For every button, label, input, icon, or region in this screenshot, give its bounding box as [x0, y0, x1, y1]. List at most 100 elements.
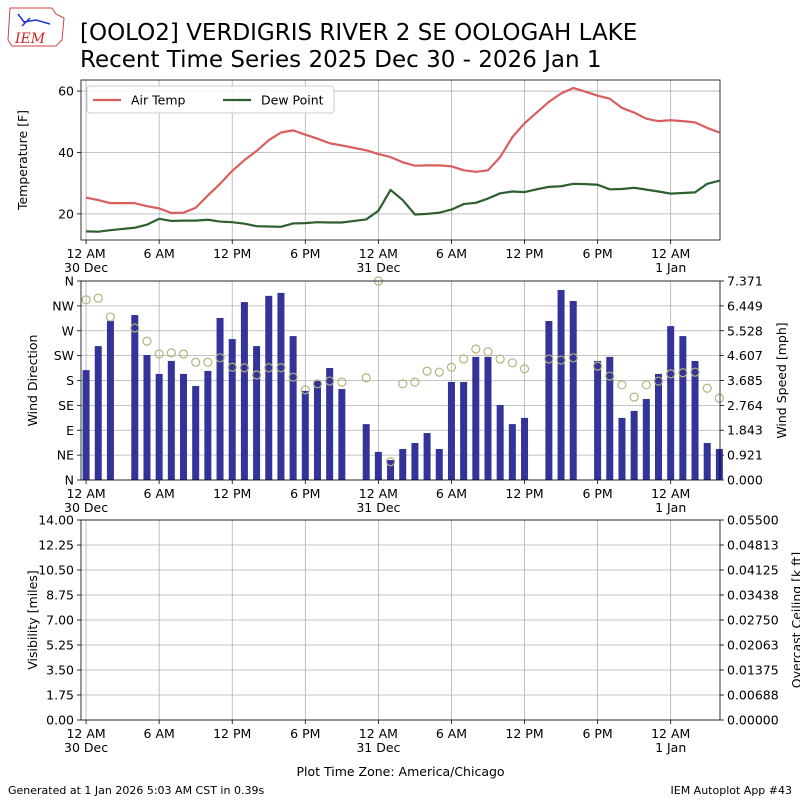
logo: IEM [7, 7, 65, 47]
bar [82, 370, 90, 480]
x-tick-label: 12 PM [213, 486, 251, 501]
bar [143, 355, 151, 480]
point [471, 344, 481, 354]
bar [277, 292, 285, 480]
chart-title: [OOLO2] VERDIGRIS RIVER 2 SE OOLOGAH LAK… [80, 20, 637, 46]
point [312, 379, 323, 389]
point [544, 354, 554, 364]
y-tick-label: 0.00 [46, 713, 74, 728]
point [276, 363, 286, 373]
bar [313, 380, 321, 480]
bar [545, 320, 553, 480]
y-axis-label: Wind Direction [25, 335, 40, 427]
y-tick-label: 40 [58, 145, 74, 160]
point [690, 367, 700, 377]
bar [94, 346, 102, 480]
y2-axis-label: Wind Speed [mph] [774, 322, 789, 438]
y2-tick-label: 0.04125 [727, 563, 779, 578]
axes-frame [80, 280, 721, 481]
point [459, 354, 469, 364]
x-tick-label: 12 PM [505, 486, 543, 501]
bar [180, 373, 188, 480]
point [325, 376, 335, 386]
y-tick-label: SE [58, 398, 74, 413]
bar [106, 320, 114, 480]
y2-tick-label: 5.528 [727, 323, 763, 338]
y-tick-label: 3.50 [46, 663, 74, 678]
point [422, 366, 432, 376]
point [93, 293, 103, 303]
legend-label: Dew Point [261, 93, 324, 108]
point [288, 372, 298, 382]
point [154, 349, 164, 359]
point [483, 347, 493, 357]
y-tick-label: 10.50 [38, 563, 74, 578]
point [678, 368, 688, 378]
bar [374, 451, 382, 480]
y2-tick-label: 0.04813 [727, 538, 779, 553]
y2-tick-label: 6.449 [727, 298, 763, 313]
bar [447, 381, 455, 480]
x-tick-label: 6 PM [290, 486, 320, 501]
footer-left: Generated at 1 Jan 2026 5:03 AM CST in 0… [8, 784, 264, 797]
point [178, 349, 189, 359]
logo-outline [7, 7, 65, 47]
bar [484, 356, 492, 480]
point [666, 369, 676, 379]
x-tick-label: 12 AM 30 Dec [64, 726, 108, 755]
y-tick-label: 1.75 [46, 688, 74, 703]
y2-tick-label: 7.371 [727, 274, 763, 289]
point [385, 457, 396, 467]
bar [630, 410, 638, 480]
bar [557, 289, 565, 480]
y-tick-label: SW [54, 348, 74, 363]
y2-tick-label: 0.03438 [727, 588, 779, 603]
bar [618, 417, 626, 480]
point [300, 385, 310, 395]
bar [326, 367, 334, 480]
bar [228, 339, 236, 480]
y-axis-label: Visibility [miles] [25, 570, 40, 669]
point [592, 361, 603, 371]
y2-tick-label: 0.02750 [727, 613, 779, 628]
x-tick-label: 12 PM [505, 726, 543, 741]
bar [265, 295, 273, 480]
axes-frame [80, 79, 721, 241]
bar [654, 373, 662, 480]
x-tick-label: 6 AM [144, 726, 175, 741]
point [361, 373, 371, 383]
point [264, 363, 274, 373]
x-tick-label: 6 PM [582, 246, 612, 261]
bar [569, 301, 577, 480]
x-tick-label: 12 AM 1 Jan [651, 246, 690, 275]
y2-tick-label: 0.05500 [727, 513, 779, 528]
legend-label: Air Temp [131, 93, 186, 108]
axes-frame [80, 519, 721, 721]
x-tick-label: 6 PM [290, 246, 320, 261]
point [629, 392, 639, 402]
point [495, 354, 505, 364]
bar [703, 443, 711, 480]
bar [435, 448, 443, 480]
y2-tick-label: 0.000 [727, 473, 763, 488]
point [337, 377, 347, 387]
bar [301, 390, 309, 480]
bar [131, 315, 139, 480]
legend: Air Temp Dew Point [86, 85, 335, 114]
x-tick-label: 6 AM [436, 486, 467, 501]
point [239, 363, 250, 373]
y2-tick-label: 0.921 [727, 448, 763, 463]
x-tick-label: 12 PM [213, 246, 251, 261]
y-axis-label: Temperature [F] [15, 110, 30, 211]
footer-right: IEM Autoplot App #43 [671, 784, 793, 797]
x-tick-label: 6 PM [290, 726, 320, 741]
point [568, 353, 578, 363]
x-tick-label: 12 AM 30 Dec [64, 486, 108, 515]
bar [472, 356, 480, 480]
bar [204, 370, 212, 480]
x-tick-label: 12 PM [505, 246, 543, 261]
y-tick-label: NE [57, 448, 74, 463]
x-tick-label: 6 AM [144, 246, 175, 261]
point [251, 370, 262, 380]
